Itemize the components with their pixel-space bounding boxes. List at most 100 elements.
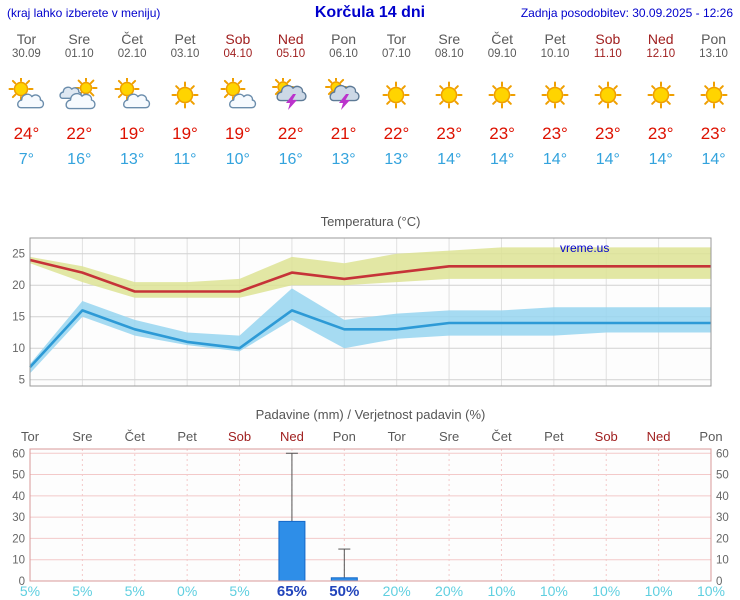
- sun-ray: [90, 79, 95, 85]
- sunny-icon-graphic: [488, 81, 516, 109]
- temperature-chart: 5 10 15 20 25 Temperatura (°C) vreme.us: [12, 214, 712, 387]
- day-column: Pet 10.10 23° 14°: [529, 30, 582, 172]
- x-axis-day-label: Pon: [333, 429, 356, 444]
- y-axis-tick-label: 25: [12, 249, 25, 261]
- plot-background: [30, 449, 711, 581]
- day-name: Pet: [174, 31, 196, 47]
- sun-disc: [176, 86, 194, 104]
- sun-ray: [718, 85, 724, 90]
- sun-ray: [545, 85, 550, 90]
- sun-ray: [703, 85, 709, 90]
- sun-disc: [599, 86, 617, 104]
- partly-cloudy-icon-graphic: [114, 78, 151, 109]
- day-date: 11.10: [593, 48, 622, 60]
- temp-min: 14°: [490, 151, 515, 168]
- precipitation-chart: 0 0 10 10 20 20 30 30 40 40 50 50 60 60 Padavine (mm) …: [12, 407, 729, 600]
- day-name: Pon: [701, 31, 727, 47]
- sun-ray: [598, 100, 603, 105]
- y-axis-tick-label: 20: [12, 280, 25, 292]
- thunderstorm-icon-graphic: [271, 78, 307, 110]
- temp-min: 7°: [18, 151, 35, 168]
- sun-ray: [613, 85, 618, 90]
- temp-max: 19°: [224, 124, 251, 143]
- sun-ray: [274, 90, 280, 96]
- day-name: Pon: [331, 31, 357, 47]
- x-axis-day-label: Sob: [595, 429, 618, 444]
- x-axis-day-label: Sre: [439, 429, 459, 444]
- y-axis-tick-label-left: 30: [12, 512, 25, 524]
- temp-max: 23°: [542, 124, 568, 143]
- day-column: Čet 02.10 19° 13°: [106, 30, 159, 172]
- temp-min: 14°: [437, 151, 462, 168]
- sun-ray: [507, 85, 512, 90]
- day-name: Čet: [121, 31, 144, 47]
- sun-ray: [454, 100, 460, 105]
- sun-ray: [274, 78, 280, 84]
- sun-disc: [225, 81, 241, 97]
- sun-ray: [118, 93, 123, 99]
- sunny-icon: [159, 61, 212, 120]
- cloud-shape: [17, 93, 45, 109]
- sun-ray: [223, 79, 229, 85]
- sun-ray: [666, 85, 671, 90]
- sunny-icon: [634, 61, 687, 120]
- precip-probability: 10%: [645, 583, 673, 599]
- cloud-shape: [228, 93, 256, 109]
- y-axis-tick-label-left: 0: [19, 576, 25, 588]
- day-date: 02.10: [117, 48, 147, 60]
- partly-cloudy-icon-graphic: [8, 78, 45, 109]
- sun-ray: [545, 100, 550, 105]
- cloud-shape: [329, 84, 360, 102]
- y-axis-tick-label: 10: [12, 343, 25, 355]
- day-date: 07.10: [382, 48, 411, 60]
- sun-ray: [26, 79, 31, 85]
- x-axis-day-label: Čet: [491, 429, 512, 444]
- day-name: Čet: [491, 31, 514, 47]
- day-name: Sob: [595, 31, 621, 47]
- day-date: 05.10: [276, 48, 306, 60]
- sun-ray: [492, 85, 497, 90]
- y-axis-tick-label-left: 10: [12, 555, 25, 567]
- temp-min: 10°: [225, 151, 250, 168]
- day-date: 06.10: [329, 48, 358, 60]
- y-axis-tick-label-right: 20: [716, 533, 729, 545]
- thunderstorm-icon: [317, 61, 370, 120]
- y-axis-tick-label: 15: [12, 312, 25, 324]
- sunny-icon-graphic: [382, 81, 410, 109]
- thunderstorm-icon: [264, 61, 317, 120]
- sunny-icon-graphic: [647, 81, 675, 109]
- temp-min: 14°: [648, 151, 673, 168]
- last-update-timestamp: Zadnja posodobitev: 30.09.2025 - 12:26: [520, 6, 733, 20]
- temp-min: 16°: [278, 151, 303, 168]
- partly-cloudy-icon: [211, 61, 264, 120]
- day-date: 30.09: [12, 48, 41, 60]
- min-temperature-line: [29, 309, 711, 368]
- forecast-days-row: Tor 30.09 24° 7° Sre 01.10 22° 16° Čet 02.10 19° 13…: [0, 30, 740, 172]
- precip-probability: 10%: [697, 583, 725, 599]
- sun-ray: [386, 100, 392, 105]
- sun-disc: [493, 86, 511, 104]
- sunny-icon-graphic: [171, 81, 199, 109]
- sun-ray: [650, 100, 656, 105]
- day-column: Sre 01.10 22° 16°: [53, 30, 106, 172]
- day-column: Sob 11.10 23° 14°: [581, 30, 634, 172]
- page-header: (kraj lahko izberete v meniju) Korčula 1…: [0, 3, 740, 25]
- sun-ray: [439, 100, 444, 105]
- sunny-icon-graphic: [435, 81, 463, 109]
- sun-disc: [546, 86, 564, 104]
- temp-max: 19°: [119, 124, 145, 143]
- sunny-icon: [423, 61, 476, 120]
- precip-probability: 5%: [229, 583, 249, 599]
- y-axis-tick-label-left: 60: [12, 448, 25, 460]
- sun-ray: [175, 85, 180, 90]
- sun-ray: [131, 79, 137, 85]
- sun-ray: [327, 90, 332, 96]
- plot-frame: [29, 448, 712, 582]
- temp-max: 19°: [172, 124, 198, 143]
- lightning-bolt: [285, 94, 297, 110]
- y-axis-tick-label-right: 0: [716, 576, 722, 588]
- sun-ray: [77, 79, 83, 85]
- y-axis-tick-label-right: 10: [716, 555, 729, 567]
- sunny-icon-graphic: [541, 81, 569, 109]
- sun-ray: [492, 100, 497, 105]
